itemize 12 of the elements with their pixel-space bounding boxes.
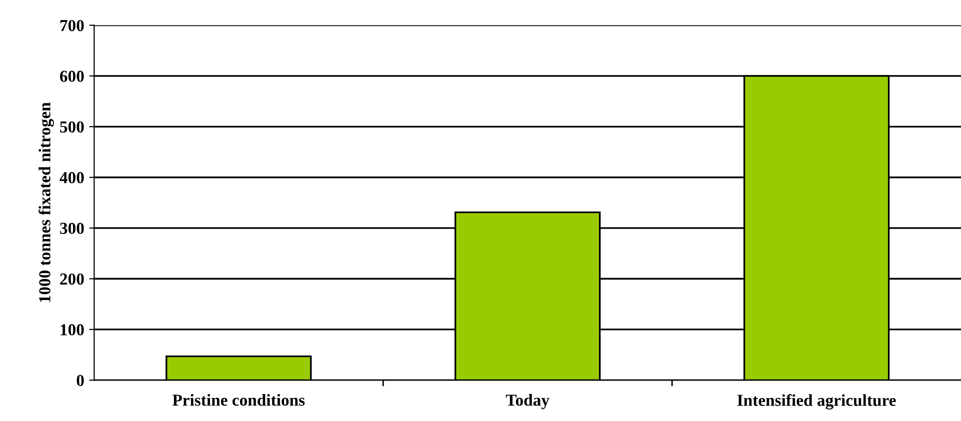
y-tick-label: 600 bbox=[60, 70, 84, 82]
y-tick-label: 0 bbox=[76, 374, 84, 386]
y-tick-label: 100 bbox=[60, 324, 84, 336]
y-tick-label: 400 bbox=[60, 172, 84, 184]
x-tick-label: Pristine conditions bbox=[172, 394, 305, 406]
y-tick-label: 300 bbox=[60, 222, 84, 234]
y-axis-title: 1000 tonnes fixated nitrogen bbox=[38, 102, 54, 302]
y-tick-label: 200 bbox=[60, 273, 84, 285]
y-tick-label: 700 bbox=[60, 20, 84, 32]
x-tick-label: Intensified agriculture bbox=[737, 394, 896, 410]
y-tick-label: 500 bbox=[60, 121, 84, 133]
x-tick-label: Today bbox=[506, 394, 550, 410]
